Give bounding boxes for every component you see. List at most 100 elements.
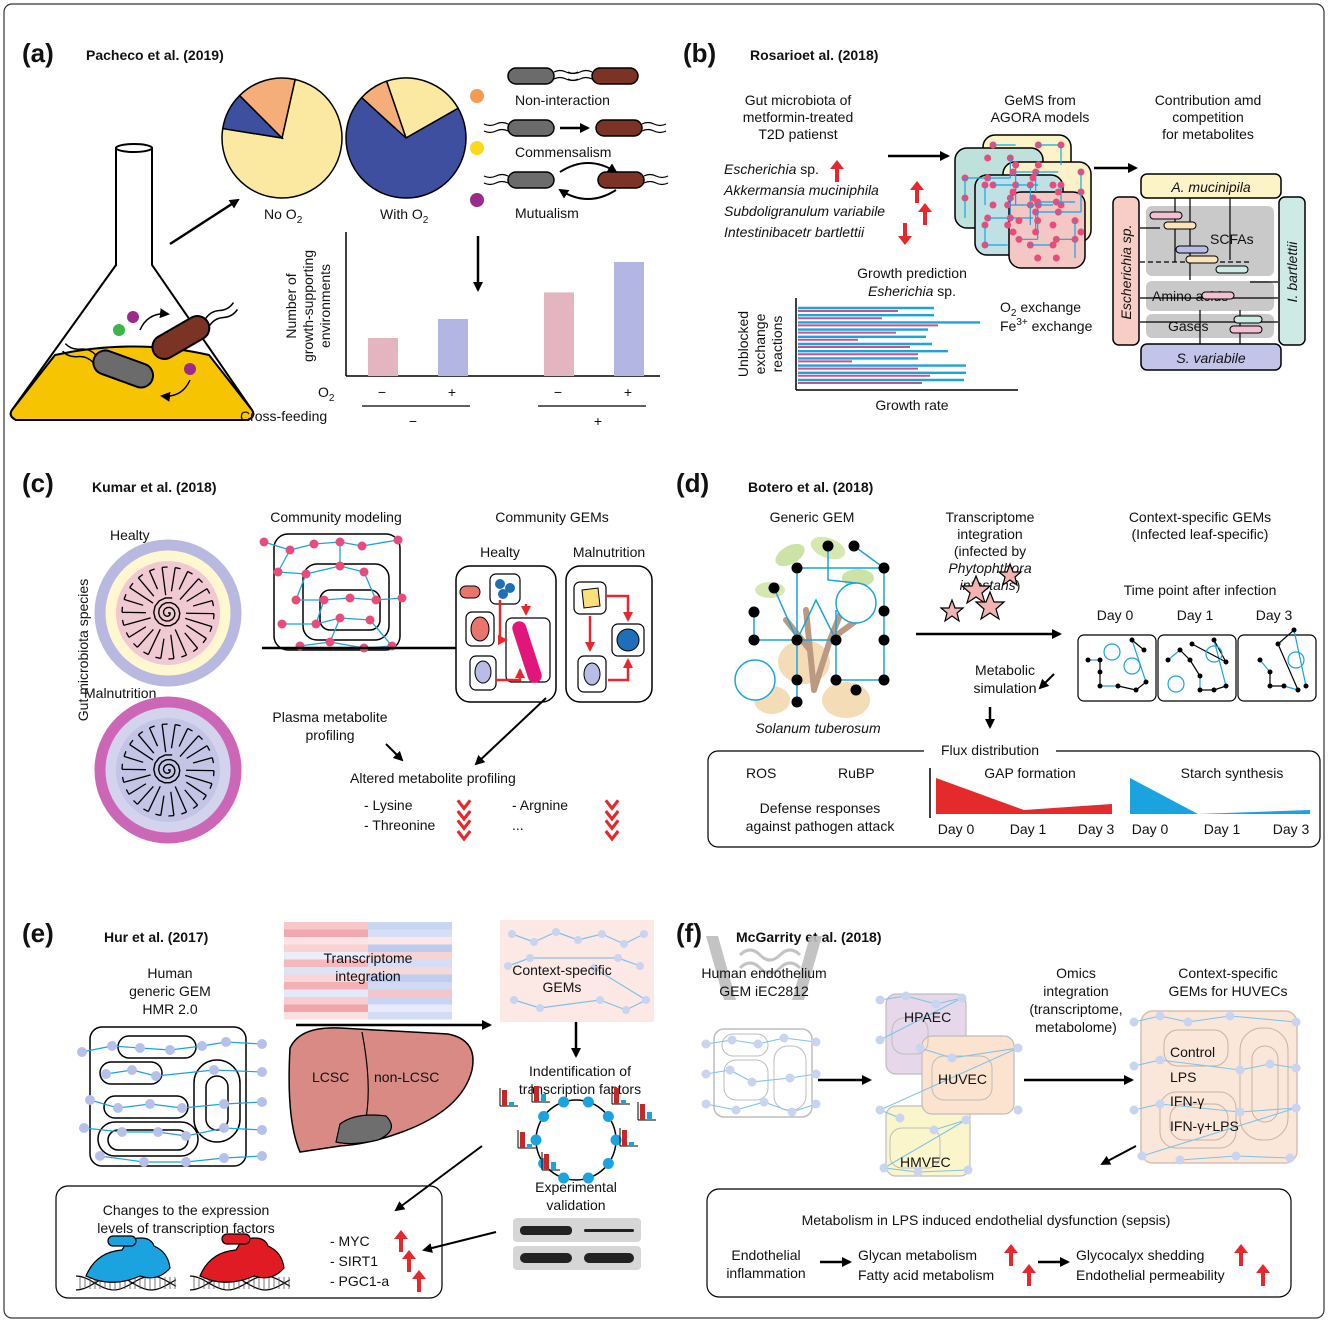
o2-tick-3: − — [554, 384, 562, 400]
reaction-edge — [1159, 1103, 1241, 1113]
solanum-tuberosum-label: Solanum tuberosum — [755, 720, 881, 736]
metabolite-node — [1211, 687, 1217, 693]
metabolite-node — [77, 1047, 87, 1057]
tree-branch — [211, 757, 215, 764]
gap-formation-area — [936, 778, 1112, 814]
flux-day1-a: Day 1 — [1010, 821, 1047, 837]
metabolite-node — [1013, 1105, 1023, 1115]
arrow-up-icon — [910, 181, 924, 203]
metabolite-node — [181, 1157, 191, 1167]
metabolite-argnine: - Argnine — [512, 797, 568, 813]
metabolite-node — [526, 954, 534, 962]
reaction-edge — [883, 1167, 919, 1173]
metabolite-node — [878, 605, 890, 617]
metabolite-node — [878, 634, 890, 646]
metabolite-node — [747, 1077, 757, 1087]
metabolite-node — [875, 1035, 885, 1045]
reaction-edge — [263, 541, 291, 551]
metabolite-node — [273, 567, 283, 577]
flux-day3-b: Day 3 — [1273, 821, 1310, 837]
panel-e: (e) Hur et al. (2017) Transcriptome inte… — [22, 918, 656, 1299]
panel-f: (f) McGarrity et al. (2018) Human endoth… — [676, 918, 1301, 1298]
metabolite-node — [113, 1103, 123, 1113]
tree-branch — [125, 632, 130, 638]
tree-branch — [206, 745, 211, 751]
f-ctx-1: Context-specific — [1178, 965, 1278, 981]
reaction-edge — [223, 1127, 263, 1131]
reaction-edge — [599, 999, 627, 1011]
metabolite-node — [878, 562, 890, 574]
tree-branch — [209, 783, 213, 789]
reaction-edge — [225, 1041, 263, 1045]
metabolite-node — [1034, 161, 1042, 169]
liver-illustration — [288, 1027, 474, 1153]
tf-node — [530, 1134, 542, 1146]
sepsis-title: Metabolism in LPS induced endothelial dy… — [802, 1212, 1171, 1228]
pie-slice — [238, 77, 297, 140]
reaction-edge — [99, 1155, 145, 1163]
malnutrition-gem-label: Malnutrition — [573, 544, 645, 560]
reaction-edge — [883, 1119, 967, 1169]
label-scfas: SCFAs — [1210, 231, 1254, 247]
heatmap-cell — [368, 1004, 452, 1012]
panel-d-citation: Botero et al. (2018) — [748, 479, 873, 495]
bar-ylabel-1: Number of — [283, 273, 299, 338]
timepoint-label: Time point after infection — [1124, 582, 1277, 598]
tree-branch — [185, 774, 213, 785]
pie-slice — [385, 77, 460, 140]
metabolite-node — [1291, 1017, 1301, 1027]
reaction-edge — [339, 617, 371, 621]
mini-bar — [534, 1086, 539, 1102]
metabolite-node — [79, 1123, 89, 1133]
label-s-variabile: S. variabile — [1176, 350, 1245, 366]
metabolite-node — [291, 595, 301, 605]
reaction-edge — [905, 995, 937, 1005]
heatmap-cell — [368, 929, 452, 937]
figure-frame — [3, 3, 1325, 1319]
defense-text-2: against pathogen attack — [746, 818, 896, 834]
metabolite-node — [1155, 1099, 1165, 1109]
heatmap-cell — [368, 974, 452, 982]
metabolite-node — [508, 930, 516, 938]
tree-branch — [192, 757, 213, 764]
tree-branch — [206, 588, 211, 594]
gut-species-label: Gut microbiota species — [75, 579, 91, 721]
metabolite-node — [1295, 687, 1301, 693]
metabolic-text-2: simulation — [973, 680, 1036, 696]
metabolite-node — [989, 201, 997, 209]
metabolite-node — [1235, 1107, 1245, 1117]
species-escherichia: Escherichia sp. — [724, 161, 819, 177]
metabolite-node — [359, 567, 369, 577]
metabolite-node — [850, 684, 862, 696]
glycocalyx-shedding: Glycocalyx shedding — [1076, 1247, 1204, 1263]
fatty-acid-metabolism: Fatty acid metabolism — [858, 1267, 994, 1283]
reaction-edge — [223, 1155, 263, 1159]
metabolite-node — [285, 545, 295, 555]
reaction-edge — [185, 1127, 225, 1137]
tree-branch — [185, 617, 213, 628]
metabolite-node — [1267, 683, 1273, 689]
mini-bar — [622, 1130, 627, 1146]
legend-commensalism: Commensalism — [515, 144, 611, 160]
reaction-edge — [1239, 1063, 1271, 1071]
tree-branch — [147, 628, 161, 655]
metabolite-node — [830, 634, 842, 646]
reaction-edge — [1239, 1107, 1297, 1113]
reaction-edge — [1159, 1059, 1241, 1071]
reaction-edge — [1293, 629, 1307, 687]
omics-text-3: (transcriptome, — [1029, 1001, 1122, 1017]
community-model-network — [259, 533, 407, 653]
metabolite-node — [277, 619, 287, 629]
condition-control: Control — [1170, 1044, 1215, 1060]
metabolite-node — [1197, 673, 1203, 679]
metabolite-node — [197, 1041, 207, 1051]
reaction-edge — [1277, 629, 1295, 645]
heatmap-cell — [368, 967, 452, 975]
reaction-edge — [577, 933, 603, 941]
flux-day0-a: Day 0 — [938, 821, 975, 837]
mini-bar — [541, 1094, 546, 1102]
growth-pred-2: Esherichia sp. — [868, 283, 956, 299]
metabolite-node — [309, 539, 319, 549]
metabolite-node — [791, 696, 803, 708]
healthy-phylo-tree — [94, 539, 242, 687]
